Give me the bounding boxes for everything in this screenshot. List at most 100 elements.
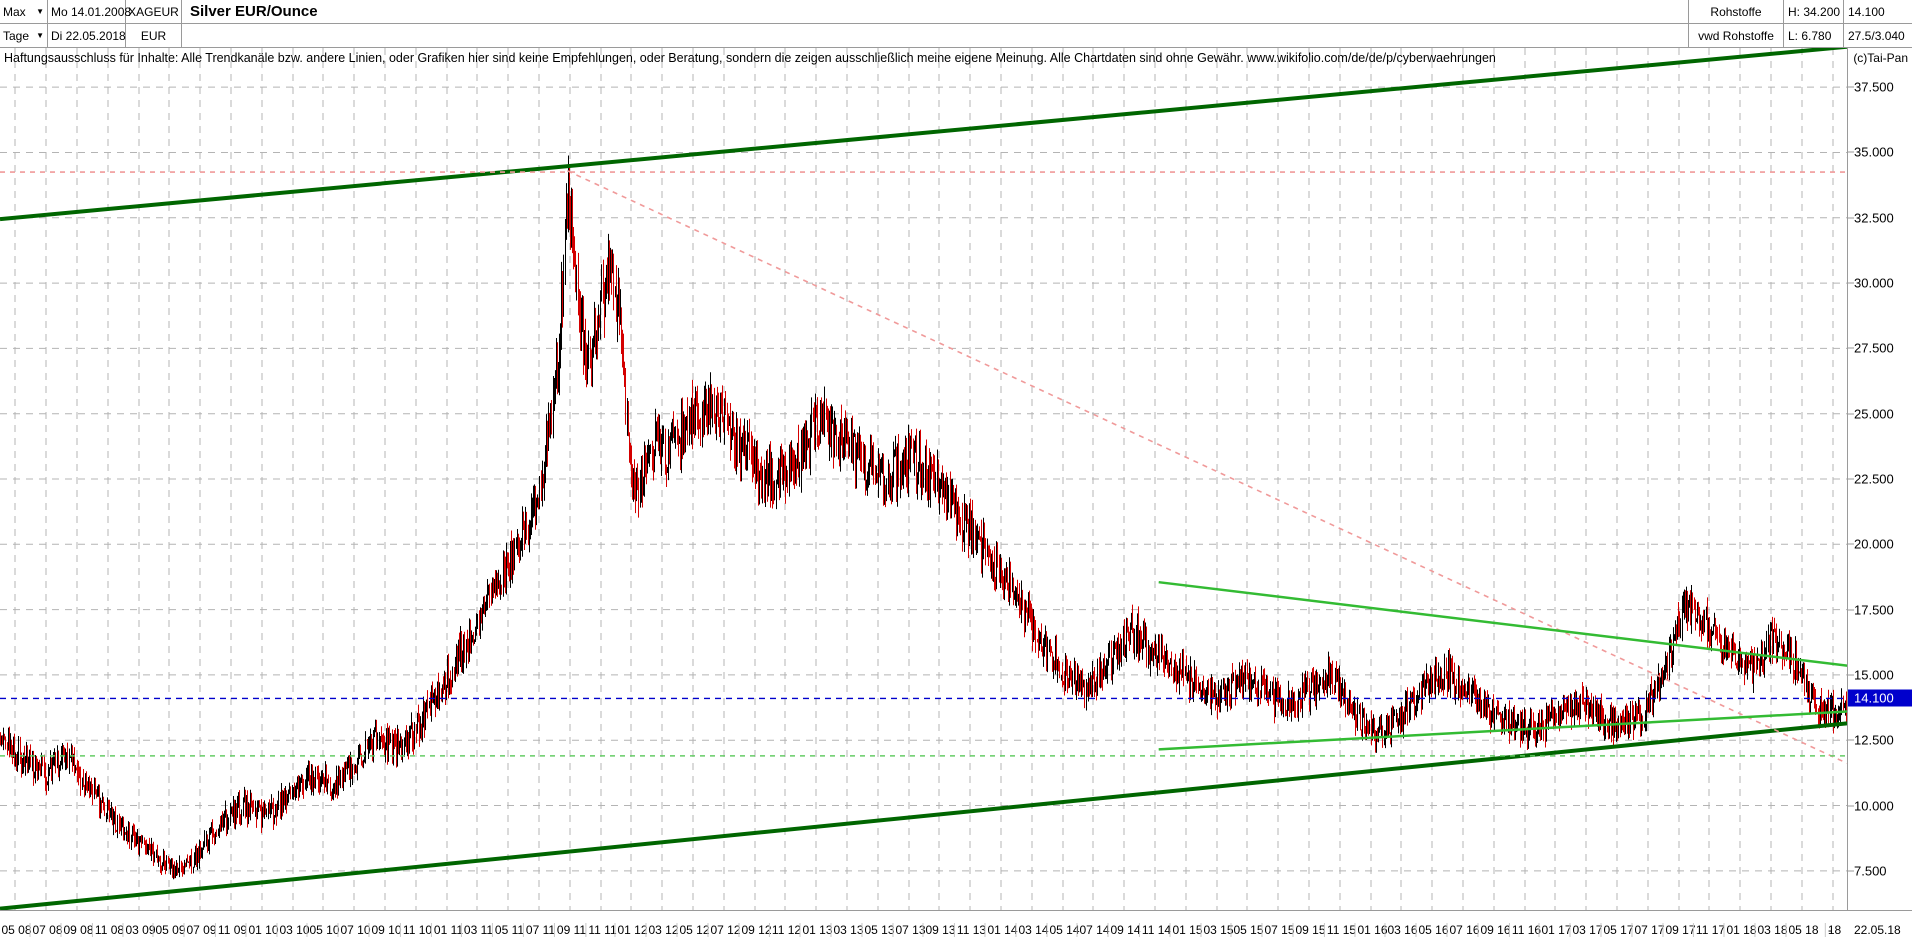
- x-axis-label: 01 18: [1723, 923, 1757, 937]
- x-axis-label: 05 16: [1415, 923, 1449, 937]
- x-axis-label: 09 17: [1662, 923, 1696, 937]
- x-axis-label: 01 11: [430, 923, 463, 937]
- x-axis-label: 11 17: [1692, 923, 1725, 937]
- current-price-tag: 14.100: [1848, 689, 1912, 707]
- x-axis-label: 07 13: [892, 923, 926, 937]
- x-axis-label: 05 13: [861, 923, 895, 937]
- x-axis-label: 05 14: [1046, 923, 1080, 937]
- x-axis-label: 03 18: [1754, 923, 1788, 937]
- x-axis-label: 09 15: [1292, 923, 1326, 937]
- chevron-down-icon: ▼: [36, 7, 44, 16]
- y-axis-tick: [1848, 151, 1854, 153]
- y-axis-label: 30.000: [1854, 275, 1894, 291]
- x-axis-label: 09 14: [1107, 923, 1141, 937]
- symbol-field[interactable]: XAGEUR: [126, 0, 182, 23]
- x-axis-label: 09 13: [922, 923, 956, 937]
- x-axis-label: 01 16: [1354, 923, 1388, 937]
- source-label: vwd Rohstoffe: [1689, 24, 1784, 47]
- y-axis: 37.500 35.000 32.500 30.000 27.500 25.000 22.5…: [1848, 48, 1912, 910]
- x-axis-label: 11 13: [953, 923, 986, 937]
- x-axis-label: 05 09: [152, 923, 186, 937]
- y-axis-label: 12.500: [1854, 732, 1894, 748]
- y-axis-tick: [1848, 86, 1854, 88]
- x-axis-label: 05 10: [306, 923, 340, 937]
- interval-dropdown-label: Tage: [3, 28, 30, 43]
- y-axis-label: 27.500: [1854, 340, 1894, 356]
- y-axis-tick: [1848, 413, 1854, 415]
- trend-lines: [0, 48, 1847, 910]
- y-axis-label: 32.500: [1854, 210, 1894, 226]
- x-axis-label: 07 15: [1261, 923, 1295, 937]
- ohlc-bars: [0, 155, 1847, 880]
- x-axis-label: 03 12: [645, 923, 679, 937]
- upper-channel-line: [0, 48, 1847, 222]
- x-axis-label: 07 17: [1631, 923, 1665, 937]
- x-axis-label: 07 16: [1446, 923, 1480, 937]
- x-axis-end-label: 22.05.18: [1854, 923, 1901, 937]
- x-axis-label: 11 09: [214, 923, 247, 937]
- x-axis-label: 01 17: [1538, 923, 1572, 937]
- y-axis-label: 35.000: [1854, 144, 1894, 160]
- x-axis-label: 09 10: [368, 923, 402, 937]
- x-axis-label: 09 12: [738, 923, 772, 937]
- x-axis-label: 05 12: [676, 923, 710, 937]
- x-axis-label: 01 12: [614, 923, 648, 937]
- y-axis-tick: [1848, 609, 1854, 611]
- x-axis-label: 07 08: [29, 923, 63, 937]
- interval-dropdown[interactable]: Tage ▼: [0, 24, 48, 47]
- x-axis-label: 11 15: [1323, 923, 1356, 937]
- x-axis-label: 01 10: [245, 923, 279, 937]
- x-axis-label: 07 12: [707, 923, 741, 937]
- x-axis-label: 11 16: [1508, 923, 1541, 937]
- price-chart-svg[interactable]: [0, 48, 1848, 910]
- x-axis-label: 03 14: [1015, 923, 1049, 937]
- x-axis-label: 07 11: [522, 923, 555, 937]
- last-price-value: 14.100: [1848, 4, 1885, 19]
- x-axis-label: 05 11: [491, 923, 524, 937]
- gridlines: [0, 48, 1847, 910]
- x-axis-label: 03 16: [1384, 923, 1418, 937]
- y-axis-label: 22.500: [1854, 471, 1894, 487]
- low-value: L: 6.780: [1784, 24, 1844, 47]
- chart-plot[interactable]: [0, 48, 1848, 910]
- x-axis-label: 11 10: [399, 923, 432, 937]
- y-axis-tick: [1848, 674, 1854, 676]
- x-axis-label: 07 09: [183, 923, 217, 937]
- x-axis-label: 05 18: [1785, 923, 1819, 937]
- y-axis-label: 20.000: [1854, 536, 1894, 552]
- x-axis-label: 01 14: [984, 923, 1018, 937]
- toolbar-row-1: Max ▼ Mo 14.01.2008 XAGEUR Silver EUR/Ou…: [0, 0, 1912, 24]
- y-axis-label: 25.000: [1854, 406, 1894, 422]
- x-axis-label: 09 08: [60, 923, 94, 937]
- lower-channel-line: [0, 721, 1847, 910]
- y-axis-label: 17.500: [1854, 602, 1894, 618]
- y-axis-tick: [1848, 217, 1854, 219]
- y-axis-label: 15.000: [1854, 667, 1894, 683]
- y-axis-tick: [1848, 282, 1854, 284]
- x-axis-label: 11 11: [585, 923, 617, 937]
- chevron-down-icon-2: ▼: [36, 31, 44, 40]
- x-axis-label: 01 13: [799, 923, 833, 937]
- x-axis: 05 08 07 08 09 08 11 08 03 09 05 09 07 09 11 09…: [0, 910, 1912, 952]
- x-axis-label: 11 12: [768, 923, 801, 937]
- page-title: Silver EUR/Ounce: [182, 0, 1689, 23]
- x-axis-label: 18: [1824, 923, 1841, 937]
- x-axis-label: 05 17: [1600, 923, 1634, 937]
- minor-upper-line: [1158, 580, 1847, 667]
- x-axis-label: 05 08: [0, 923, 31, 937]
- x-axis-label: 09 16: [1477, 923, 1511, 937]
- date-from-field[interactable]: Mo 14.01.2008: [48, 0, 131, 23]
- x-axis-label: 03 10: [276, 923, 310, 937]
- tai-pan-watermark: (c)Tai-Pan: [1853, 51, 1908, 65]
- x-axis-label: 03 11: [460, 923, 493, 937]
- range-dropdown[interactable]: Max ▼: [0, 0, 48, 23]
- y-axis-tick: [1848, 805, 1854, 806]
- x-axis-label: 07 14: [1076, 923, 1110, 937]
- x-axis-label: 01 15: [1169, 923, 1203, 937]
- high-value: H: 34.200: [1784, 0, 1844, 23]
- category-label: Rohstoffe: [1689, 0, 1784, 23]
- date-to-field[interactable]: Di 22.05.2018: [48, 24, 126, 47]
- x-axis-label: 03 17: [1569, 923, 1603, 937]
- x-axis-label: 03 13: [830, 923, 864, 937]
- toolbar-spacer: [182, 24, 1689, 47]
